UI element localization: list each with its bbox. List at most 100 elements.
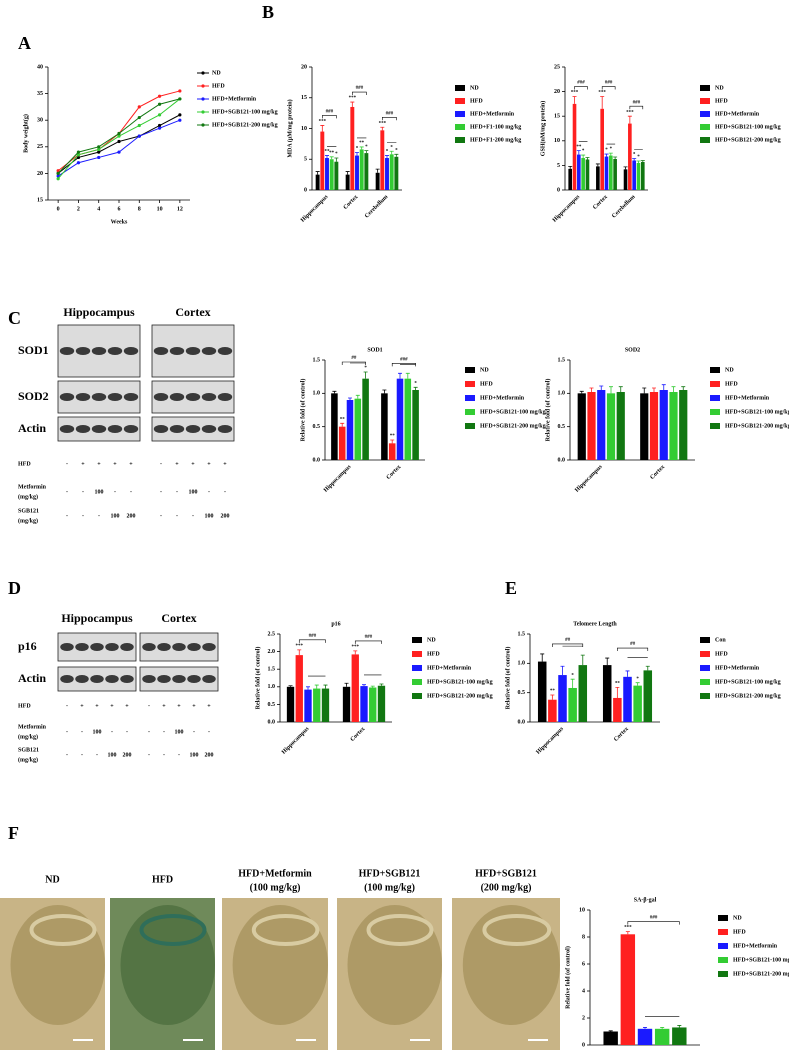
treatment-cell: - xyxy=(114,489,116,495)
error-bar xyxy=(636,160,641,163)
photo-label: HFD+Metformin xyxy=(238,868,312,879)
treatment-cell: - xyxy=(192,513,194,519)
region-title: Hippocampus xyxy=(63,305,135,319)
bar xyxy=(577,154,581,190)
bar xyxy=(389,154,394,190)
bar xyxy=(537,661,547,722)
blot-band xyxy=(75,393,91,401)
error-bar xyxy=(350,101,355,107)
legend-swatch xyxy=(412,679,422,685)
significance: ** xyxy=(576,145,582,150)
error-bar xyxy=(605,657,610,666)
error-bar xyxy=(660,1027,665,1029)
bar xyxy=(360,686,368,722)
error-bar xyxy=(405,372,410,379)
bar xyxy=(377,685,386,722)
region-title: Cortex xyxy=(161,611,196,625)
point xyxy=(117,134,121,138)
point xyxy=(56,169,60,173)
error-bar xyxy=(413,386,418,390)
bar xyxy=(616,392,625,460)
point xyxy=(137,105,141,109)
significance: * xyxy=(364,366,367,371)
x-tick-label: 10 xyxy=(157,206,163,212)
legend-label: HFD+F1-200 mg/kg xyxy=(470,137,521,143)
comparison-label: ### xyxy=(365,635,373,640)
blot-band xyxy=(60,675,74,683)
treatment-cell: + xyxy=(125,703,129,709)
x-tick-label: Cortex xyxy=(386,464,403,481)
bar xyxy=(351,654,359,722)
y-tick-label: 0 xyxy=(557,187,560,193)
bar xyxy=(659,390,668,460)
legend-swatch xyxy=(455,98,465,104)
error-bar xyxy=(560,665,565,676)
significance: *** xyxy=(626,110,634,115)
treatment-cell: + xyxy=(192,703,196,709)
bar xyxy=(620,934,636,1045)
blot-band xyxy=(91,393,107,401)
x-tick-label: Cortex xyxy=(613,726,630,743)
significance: ** xyxy=(325,150,331,155)
bar xyxy=(640,393,649,460)
error-bar xyxy=(344,682,349,687)
error-bar xyxy=(332,390,337,394)
blot-band xyxy=(59,425,75,433)
legend-marker xyxy=(201,110,205,114)
legend-label: HFD+SGB121-100 mg/kg xyxy=(427,679,493,685)
significance: * xyxy=(395,148,398,153)
bar xyxy=(577,393,586,460)
blot-band xyxy=(59,393,75,401)
treatment-cell: + xyxy=(81,461,85,467)
legend-label: ND xyxy=(725,367,734,373)
bar xyxy=(585,159,590,190)
blot-band xyxy=(90,675,104,683)
significance: * xyxy=(390,145,393,150)
bar xyxy=(623,169,628,190)
protein-label: SOD2 xyxy=(18,389,49,403)
significance: *** xyxy=(571,91,579,96)
error-bar xyxy=(615,686,620,698)
y-tick-label: 40 xyxy=(37,64,43,70)
significance: * xyxy=(571,673,574,678)
bar xyxy=(640,161,645,190)
y-axis-label: Body weight(g) xyxy=(22,114,29,153)
treatment-cell: - xyxy=(66,461,68,467)
legend-swatch xyxy=(700,679,710,685)
x-tick-label: 6 xyxy=(118,206,121,212)
bar xyxy=(609,155,613,190)
legend-label: HFD xyxy=(733,929,746,935)
x-axis-label: Weeks xyxy=(111,219,128,225)
treatment-cell: - xyxy=(178,752,180,758)
error-bar xyxy=(353,650,358,655)
bar xyxy=(600,108,604,190)
treatment-cell: + xyxy=(113,461,117,467)
legend-swatch xyxy=(455,137,465,143)
error-bar xyxy=(394,153,399,157)
photo-hippocampus xyxy=(366,914,434,946)
treatment-cell: + xyxy=(97,461,101,467)
treatment-cell: + xyxy=(80,703,84,709)
point xyxy=(157,94,162,98)
error-bar xyxy=(625,670,630,677)
bar xyxy=(385,158,389,190)
point xyxy=(117,150,121,154)
error-bar xyxy=(340,422,345,427)
treatment-label: (mg/kg) xyxy=(18,733,38,740)
blot-band xyxy=(105,675,119,683)
comparison-bracket xyxy=(322,115,337,147)
legend-label: HFD+Metformin xyxy=(470,111,515,117)
legend-label: HFD xyxy=(715,98,728,104)
legend-swatch xyxy=(455,111,465,117)
legend-label: ND xyxy=(733,915,742,921)
significance: *** xyxy=(624,926,632,931)
treatment-cell: + xyxy=(223,461,227,467)
chart-title: SOD2 xyxy=(625,347,640,353)
y-tick-label: 2 xyxy=(582,1015,585,1021)
blot-band xyxy=(169,425,185,433)
legend-label: HFD+Metformin xyxy=(725,395,770,401)
y-tick-label: 20 xyxy=(37,171,43,177)
y-axis-label: Relative fold (of control) xyxy=(504,647,511,710)
significance: * xyxy=(610,147,613,152)
